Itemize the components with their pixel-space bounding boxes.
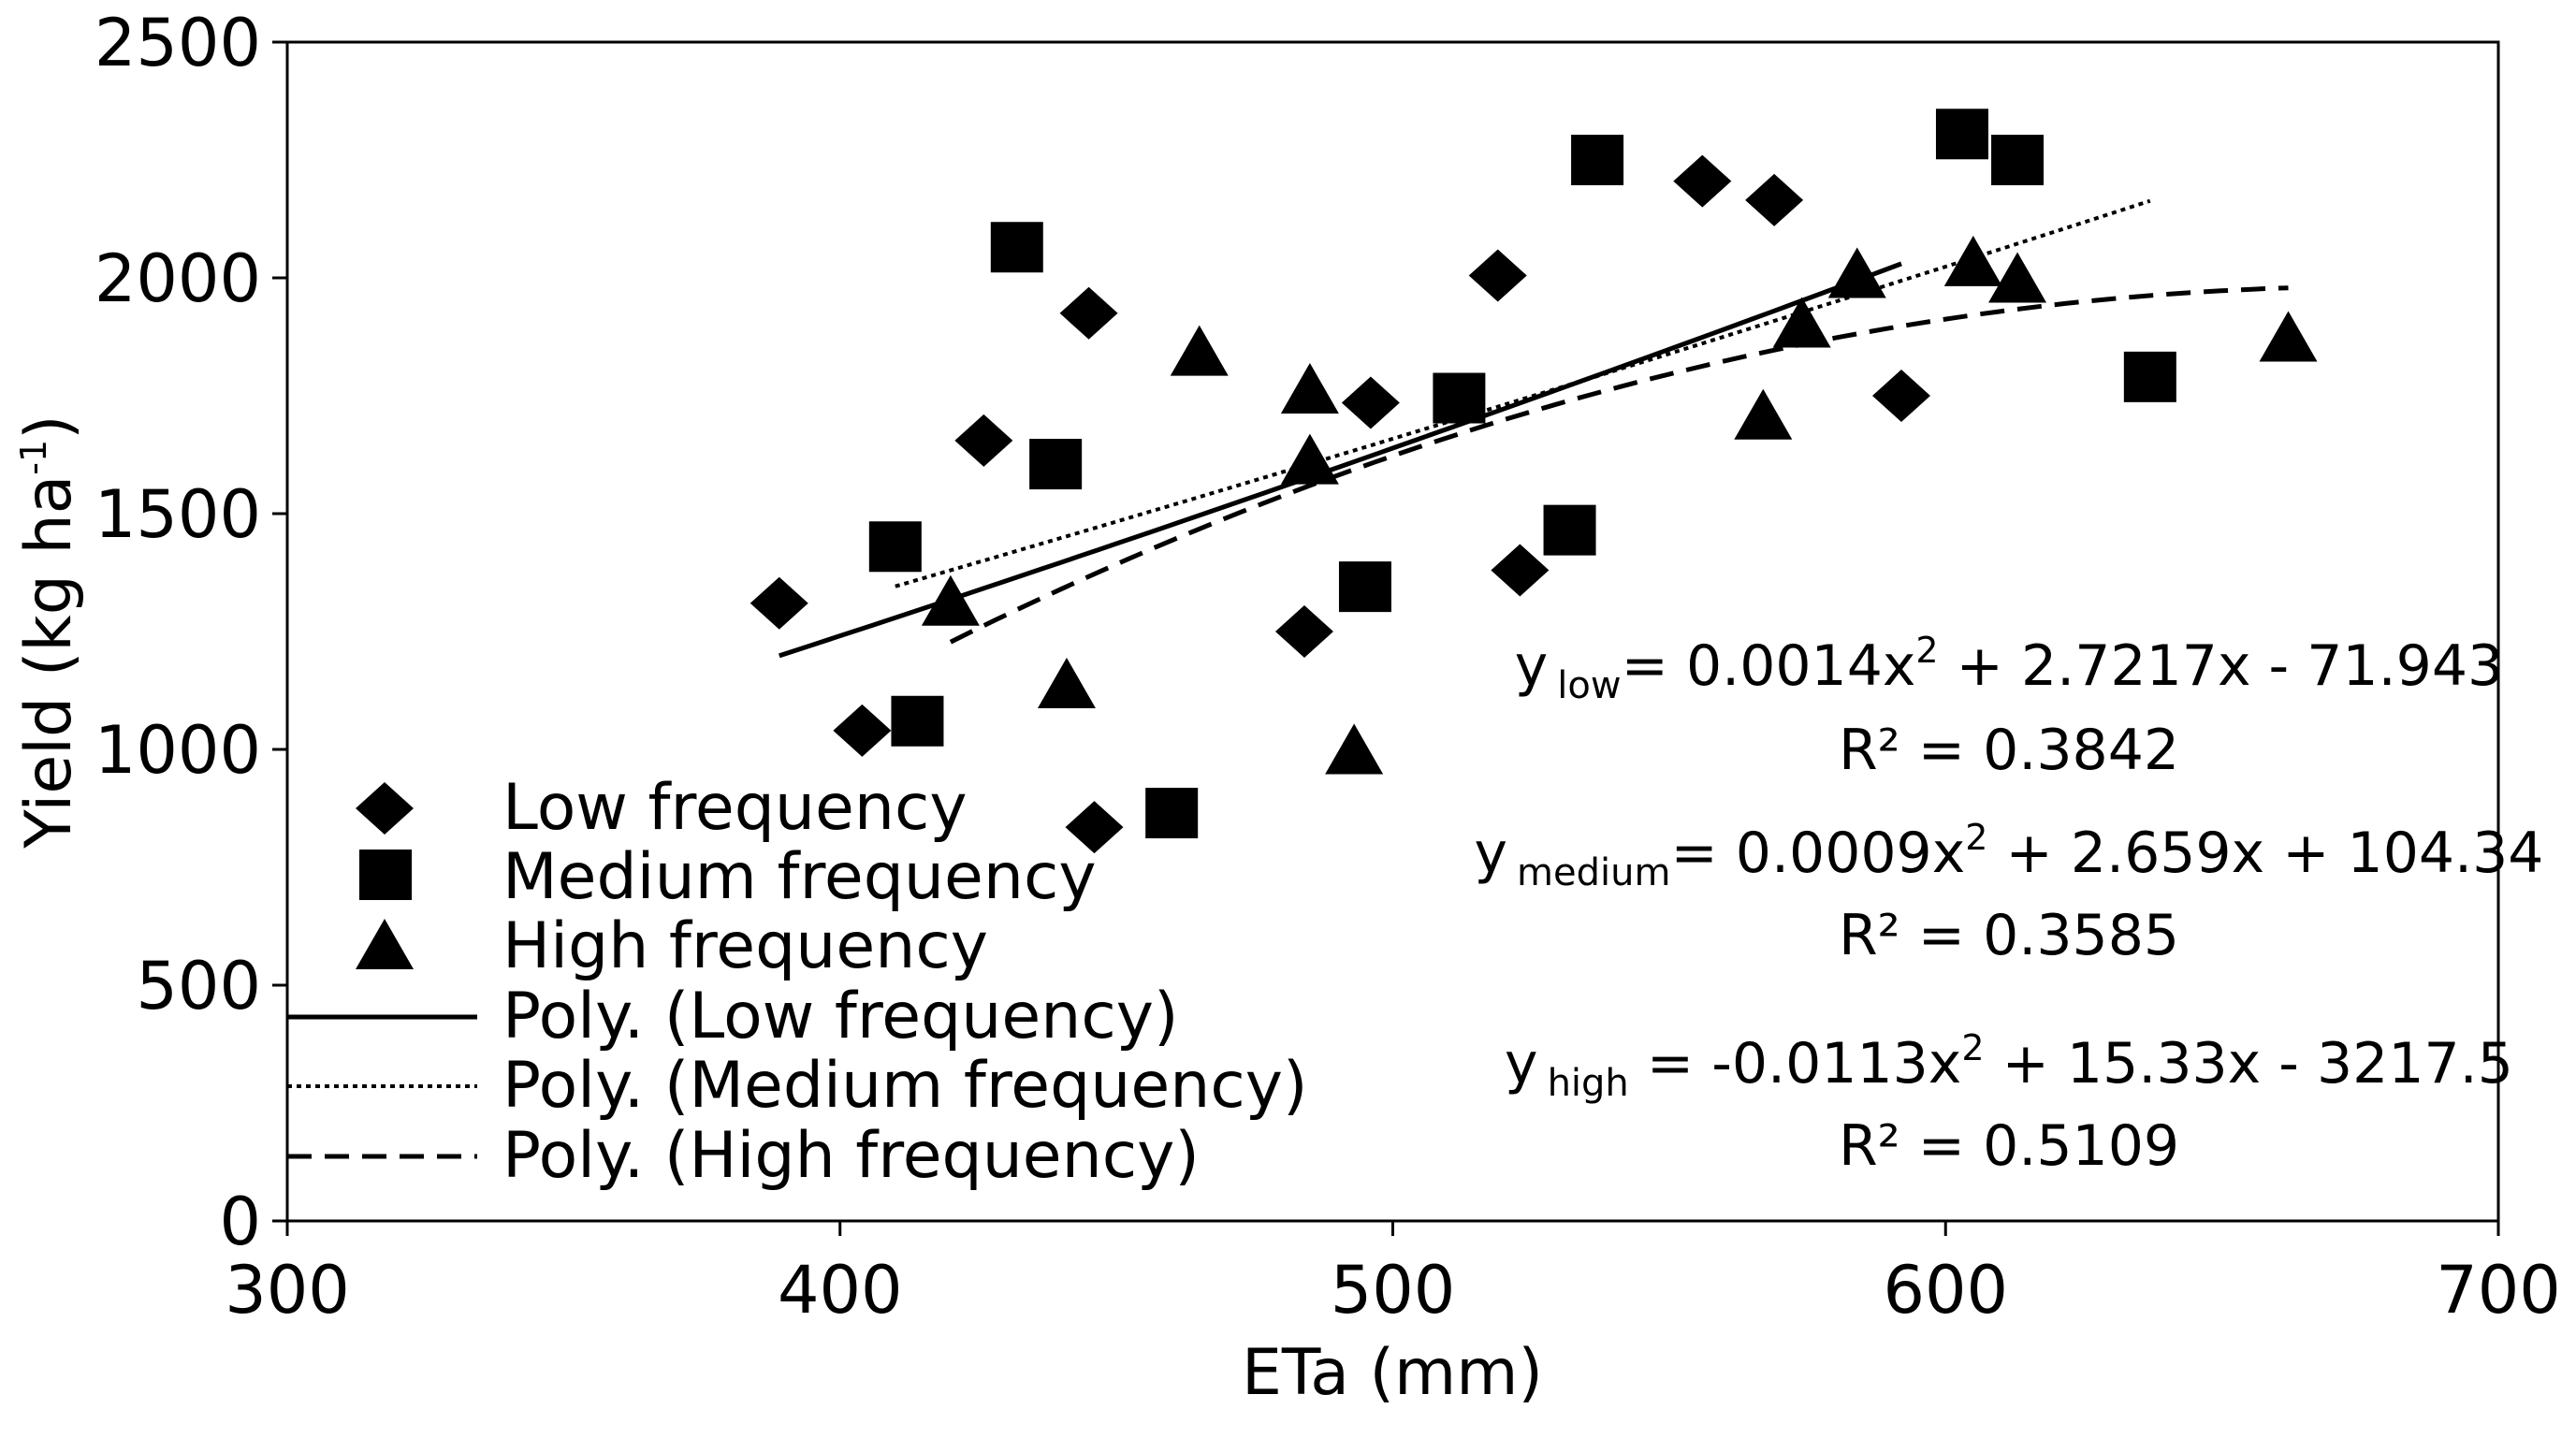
point-high-frequency: [1827, 247, 1886, 298]
x-tick-label: 600: [1883, 1252, 2008, 1329]
point-high-frequency: [1280, 363, 1339, 414]
x-tick-label: 700: [2436, 1252, 2561, 1329]
point-high-frequency: [1170, 325, 1229, 376]
equation-high-sup: 2: [1961, 1027, 1984, 1068]
point-medium-frequency: [891, 695, 944, 747]
point-high-frequency: [921, 574, 980, 626]
point-low-frequency: [1491, 544, 1550, 597]
equation-low-sup: 2: [1915, 630, 1938, 671]
y-tick-label: 1500: [95, 476, 261, 553]
point-low-frequency: [1341, 376, 1400, 429]
point-high-frequency: [1280, 433, 1339, 485]
equation-low-sub: low: [1557, 664, 1621, 707]
equation-high-y: y: [1505, 1031, 1538, 1097]
y-tick-label: 0: [219, 1184, 261, 1260]
equation-annotations: y low= 0.0014x2 + 2.7217x - 71.943 R² = 0…: [1475, 630, 2544, 1179]
point-medium-frequency: [990, 222, 1043, 273]
equation-low-y: y: [1515, 633, 1549, 699]
plot-area: [285, 40, 2500, 1223]
legend-marker-high: [356, 919, 414, 969]
x-axis-title: ETa (mm): [1242, 1336, 1543, 1410]
point-high-frequency: [1037, 658, 1096, 708]
legend-label-low: Low frequency: [502, 771, 968, 845]
r2-medium: R² = 0.3585: [1839, 903, 2179, 968]
equation-low-rest: + 2.7217x - 71.943: [1939, 633, 2504, 699]
legend-label-high: High frequency: [502, 909, 988, 983]
legend-marker-low: [356, 782, 414, 835]
legend-marker-medium: [359, 850, 412, 900]
point-medium-frequency: [1433, 372, 1486, 424]
point-low-frequency: [1673, 154, 1732, 208]
equation-high-sub: high: [1548, 1062, 1629, 1105]
equation-low: y low= 0.0014x2 + 2.7217x - 71.943: [1515, 630, 2503, 707]
y-axis-title-main: Yield (kg ha: [12, 475, 86, 850]
trendline-layer: [779, 198, 2289, 659]
legend-label-poly-low: Poly. (Low frequency): [502, 980, 1179, 1053]
point-high-frequency: [2259, 311, 2318, 362]
point-low-frequency: [1745, 173, 1804, 226]
legend-label-poly-medium: Poly. (Medium frequency): [502, 1049, 1308, 1123]
r2-low: R² = 0.3842: [1839, 718, 2179, 783]
point-medium-frequency: [1145, 788, 1199, 839]
y-tick-label: 2000: [95, 240, 261, 317]
equation-medium: y medium= 0.0009x2 + 2.659x + 104.34: [1475, 817, 2544, 894]
tick-layer: 300 400 500 600 700 0 500 1000 1500 2000 2500: [95, 5, 2561, 1329]
equation-medium-main: = 0.0009x: [1670, 821, 1965, 886]
equation-high: y high = -0.0113x2 + 15.33x - 3217.5: [1505, 1027, 2513, 1105]
trendline-dashed: [949, 285, 2289, 645]
y-axis-title-sup: -1: [13, 440, 54, 475]
trendline-dotted: [895, 198, 2151, 588]
point-low-frequency: [750, 576, 808, 630]
legend-label-medium: Medium frequency: [502, 840, 1097, 914]
point-high-frequency: [1325, 723, 1384, 775]
equation-high-rest: + 15.33x - 3217.5: [1985, 1031, 2513, 1097]
point-high-frequency: [1734, 388, 1793, 440]
equation-medium-rest: + 2.659x + 104.34: [1987, 821, 2543, 886]
equation-high-main: = -0.0113x: [1629, 1031, 1962, 1097]
point-medium-frequency: [1543, 504, 1596, 556]
point-low-frequency: [1065, 801, 1124, 854]
point-medium-frequency: [1029, 439, 1083, 490]
point-low-frequency: [954, 414, 1013, 467]
y-axis-title: Yield (kg ha-1): [12, 414, 86, 849]
equation-medium-y: y: [1475, 821, 1508, 886]
point-medium-frequency: [1338, 561, 1391, 613]
point-medium-frequency: [1571, 135, 1624, 185]
equation-medium-sup: 2: [1965, 817, 1987, 858]
point-medium-frequency: [1991, 135, 2045, 185]
legend: Low frequency Medium frequency High freq…: [287, 771, 1308, 1193]
point-medium-frequency: [1935, 109, 1988, 160]
x-tick-label: 300: [225, 1252, 350, 1329]
equation-medium-sub: medium: [1517, 851, 1670, 894]
point-low-frequency: [1468, 249, 1527, 302]
y-tick-label: 1000: [95, 712, 261, 789]
point-low-frequency: [1871, 370, 1930, 422]
y-tick-label: 500: [136, 948, 261, 1024]
trendline-solid: [779, 261, 1902, 659]
point-low-frequency: [1059, 286, 1118, 340]
x-tick-label: 500: [1331, 1252, 1456, 1329]
point-medium-frequency: [2123, 351, 2176, 402]
r2-high: R² = 0.5109: [1839, 1113, 2179, 1179]
y-tick-label: 2500: [95, 5, 261, 81]
point-medium-frequency: [868, 521, 922, 573]
point-low-frequency: [833, 704, 892, 757]
point-high-frequency: [1988, 252, 2047, 303]
equation-low-main: = 0.0014x: [1622, 633, 1916, 699]
point-high-frequency: [1943, 235, 2002, 286]
legend-label-poly-high: Poly. (High frequency): [502, 1119, 1200, 1193]
point-high-frequency: [1772, 297, 1831, 348]
point-low-frequency: [1274, 605, 1333, 658]
marker-layer: [750, 109, 2318, 854]
x-tick-label: 400: [778, 1252, 903, 1329]
y-axis-title-close: ): [12, 414, 86, 440]
